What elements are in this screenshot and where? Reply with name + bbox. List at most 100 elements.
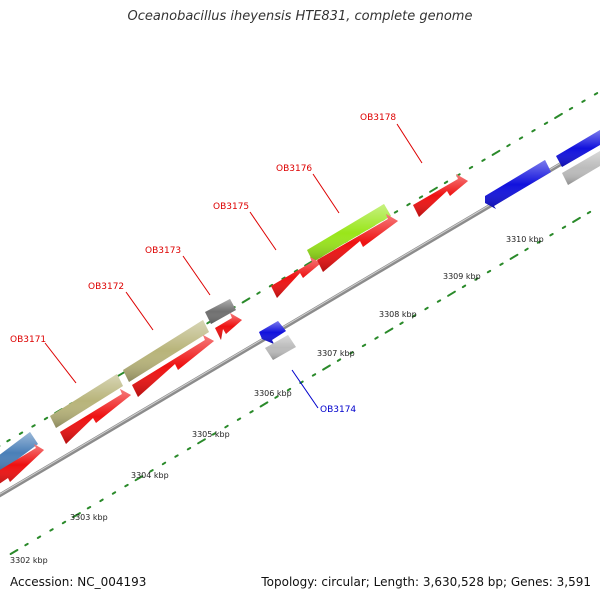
- minor-tick: [211, 432, 217, 436]
- feature-cds-5[interactable]: [271, 257, 321, 298]
- minor-tick: [336, 358, 342, 362]
- minor-tick: [424, 306, 429, 311]
- ruler-label: 3310 kbp: [506, 235, 544, 244]
- feature-cds-4[interactable]: [215, 313, 242, 340]
- minor-tick: [43, 416, 49, 421]
- feature-cds-2[interactable]: [60, 389, 131, 444]
- ruler-labels: 3302 kbp 3303 kbp 3304 kbp 3305 kbp 3306…: [10, 235, 544, 565]
- ruler-label: 3308 kbp: [379, 310, 417, 319]
- genome-title: Oceanobacillus iheyensis HTE831, complet…: [127, 9, 473, 24]
- minor-tick: [536, 240, 542, 244]
- minor-tick: [286, 387, 292, 392]
- minor-tick: [18, 431, 24, 435]
- minor-tick: [568, 106, 574, 111]
- minor-tick: [486, 269, 492, 274]
- minor-tick: [543, 121, 549, 125]
- feature-ob3174-gray[interactable]: [265, 335, 296, 360]
- feature-ob3172-khaki[interactable]: [123, 320, 209, 382]
- gene-label-ob3174[interactable]: OB3174: [320, 405, 356, 415]
- minor-tick: [111, 491, 117, 495]
- gene-label-ob3178[interactable]: OB3178: [360, 113, 396, 123]
- feature-cds-1[interactable]: [0, 444, 44, 486]
- minor-tick: [61, 520, 67, 525]
- callout-line-ob3175: [249, 211, 277, 251]
- minor-tick: [36, 535, 42, 539]
- gene-label-ob3175[interactable]: OB3175: [213, 202, 249, 212]
- minor-tick: [268, 283, 274, 288]
- callout-line-ob3172: [125, 291, 154, 331]
- callout-line-ob3178: [396, 123, 423, 164]
- callout-line-ob3171: [44, 342, 77, 384]
- minor-tick: [249, 410, 254, 414]
- minor-tick: [593, 92, 599, 96]
- minor-tick: [586, 210, 592, 215]
- minor-tick: [236, 417, 242, 421]
- major-tick: [116, 371, 126, 378]
- minor-tick: [274, 395, 279, 399]
- major-tick: [241, 297, 251, 304]
- feature-gray-right[interactable]: [562, 151, 600, 185]
- feature-blue-reverse[interactable]: [485, 160, 551, 209]
- minor-tick: [481, 158, 486, 162]
- minor-tick: [281, 276, 286, 280]
- ruler-label: 3309 kbp: [443, 272, 481, 281]
- minor-tick: [31, 424, 36, 428]
- feature-cds-3[interactable]: [132, 335, 214, 397]
- minor-tick: [399, 321, 404, 325]
- minor-tick: [393, 210, 399, 214]
- feature-blue-right[interactable]: [556, 130, 600, 167]
- minor-tick: [499, 262, 504, 266]
- minor-tick: [474, 277, 479, 281]
- minor-tick: [124, 483, 129, 488]
- callout-line-ob3173: [182, 255, 211, 296]
- feature-ob3173-darkgray[interactable]: [205, 299, 236, 324]
- major-tick: [304, 260, 313, 267]
- minor-tick: [224, 424, 229, 429]
- major-tick: [447, 290, 456, 297]
- major-tick: [491, 149, 501, 156]
- major-tick: [259, 401, 269, 408]
- major-tick: [72, 512, 81, 519]
- major-tick: [509, 253, 519, 260]
- ruler-label: 3305 kbp: [192, 430, 230, 439]
- minor-tick: [99, 498, 104, 503]
- major-tick: [197, 438, 206, 445]
- minor-tick: [436, 299, 442, 303]
- inner-tick-ring: [9, 210, 592, 555]
- feature-steelblue[interactable]: [0, 432, 38, 474]
- feature-cds-6[interactable]: [317, 214, 398, 272]
- minor-tick: [349, 351, 354, 355]
- gene-features: [0, 130, 600, 486]
- minor-tick: [506, 143, 511, 148]
- gene-label-ob3171[interactable]: OB3171: [10, 335, 46, 345]
- gene-labels: OB3171 OB3172 OB3173 OB3174 OB3175 OB317…: [10, 113, 396, 415]
- ruler-label: 3307 kbp: [317, 349, 355, 358]
- minor-tick: [361, 343, 367, 348]
- minor-tick: [293, 269, 299, 273]
- minor-tick: [524, 247, 529, 252]
- minor-tick: [161, 461, 167, 466]
- minor-tick: [186, 447, 192, 451]
- minor-tick: [531, 129, 536, 133]
- minor-tick: [24, 542, 29, 547]
- minor-tick: [149, 469, 154, 473]
- major-tick: [134, 475, 144, 482]
- feature-ob3171-khaki[interactable]: [50, 374, 123, 428]
- major-tick: [554, 112, 563, 119]
- minor-tick: [549, 233, 554, 237]
- gene-label-ob3172[interactable]: OB3172: [88, 282, 124, 292]
- gene-label-ob3176[interactable]: OB3176: [276, 164, 312, 174]
- ruler-label: 3303 kbp: [70, 513, 108, 522]
- feature-ob3174-blue[interactable]: [259, 321, 286, 344]
- callout-line-ob3174: [291, 369, 319, 409]
- minor-tick: [6, 438, 11, 443]
- feature-cds-7[interactable]: [413, 174, 468, 217]
- ruler-label: 3306 kbp: [254, 389, 292, 398]
- topology-text: Topology: circular; Length: 3,630,528 bp…: [261, 575, 591, 589]
- minor-tick: [256, 291, 261, 295]
- gene-label-ob3173[interactable]: OB3173: [145, 246, 181, 256]
- callout-line-ob3176: [312, 173, 340, 214]
- major-tick: [572, 216, 581, 223]
- feature-ob3176-lime[interactable]: [307, 204, 391, 262]
